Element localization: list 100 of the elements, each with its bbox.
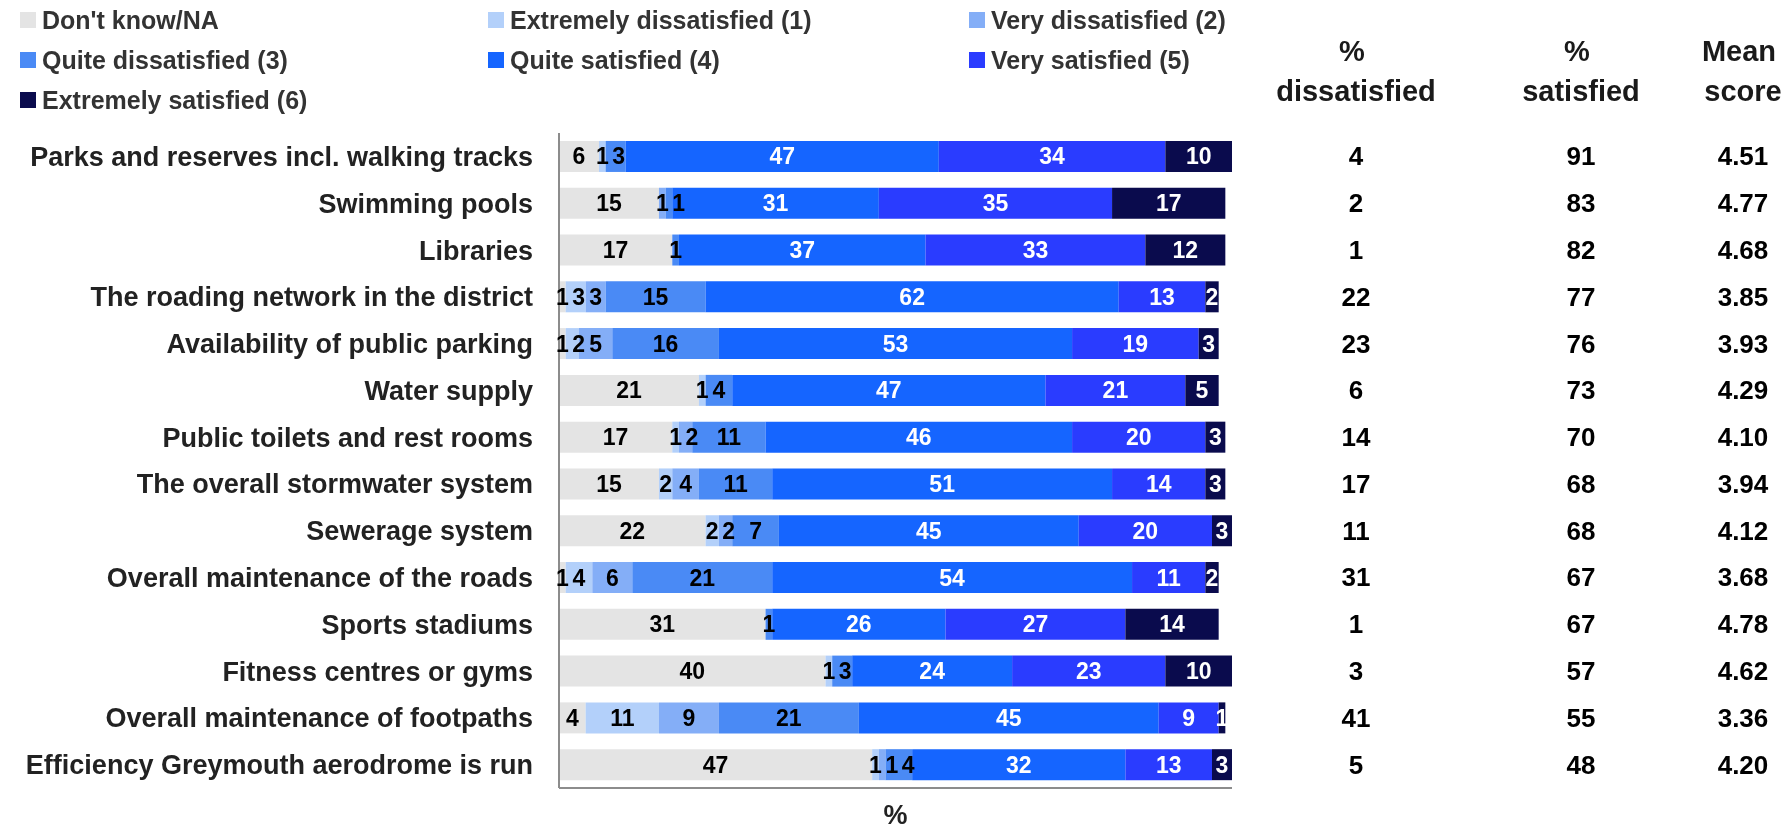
legend-label: Very satisfied (5) bbox=[991, 45, 1190, 75]
text: 4.62 bbox=[1717, 656, 1769, 687]
x-axis-title: % bbox=[883, 800, 908, 828]
data-label: 4 bbox=[901, 751, 915, 778]
bar bbox=[1078, 515, 1213, 547]
y-tick-label: Efficiency Greymouth aerodrome is run bbox=[25, 750, 533, 781]
data-label: 1 bbox=[695, 377, 709, 404]
bar bbox=[559, 608, 766, 640]
text: 3.94 bbox=[1717, 468, 1769, 499]
data-label: 62 bbox=[899, 283, 925, 310]
data-label: 45 bbox=[995, 704, 1022, 731]
bar bbox=[858, 702, 1159, 734]
bar bbox=[732, 374, 1046, 406]
bar bbox=[698, 468, 773, 500]
data-label: 1 bbox=[822, 658, 836, 685]
text: 55 bbox=[1566, 702, 1596, 733]
legend-label: Quite satisfied (4) bbox=[510, 45, 720, 75]
bar bbox=[1045, 374, 1186, 406]
data-label: 2 bbox=[1205, 564, 1219, 591]
bar bbox=[559, 515, 706, 547]
data-label: 3 bbox=[1215, 751, 1229, 778]
text: 23 bbox=[1341, 328, 1371, 359]
data-label: 54 bbox=[939, 564, 966, 591]
bar bbox=[705, 281, 1119, 313]
bar bbox=[1072, 421, 1206, 453]
bar bbox=[718, 702, 859, 734]
data-label: 14 bbox=[1159, 611, 1186, 638]
y-tick-label: Overall maintenance of the roads bbox=[106, 563, 533, 594]
bar bbox=[765, 421, 1073, 453]
data-label: 45 bbox=[916, 517, 942, 544]
bar bbox=[718, 328, 1073, 360]
data-label: 15 bbox=[596, 470, 622, 497]
data-label: 24 bbox=[919, 658, 946, 685]
bar bbox=[1125, 608, 1219, 640]
legend-label: Very dissatisfied (2) bbox=[991, 5, 1226, 35]
data-label: 3 bbox=[1215, 517, 1229, 544]
data-label: 3 bbox=[1202, 330, 1216, 357]
y-tick-label: Water supply bbox=[364, 375, 533, 406]
text: 2 bbox=[1348, 188, 1364, 219]
data-label: 47 bbox=[769, 143, 796, 170]
data-label: 3 bbox=[572, 283, 586, 310]
bar bbox=[938, 140, 1166, 172]
data-label: 4 bbox=[572, 564, 586, 591]
data-label: 6 bbox=[572, 143, 586, 170]
bar bbox=[632, 562, 773, 594]
data-label: 26 bbox=[846, 611, 872, 638]
data-label: 15 bbox=[642, 283, 669, 310]
text: 3.93 bbox=[1717, 328, 1769, 359]
data-label: 1 bbox=[672, 190, 686, 217]
bar bbox=[852, 655, 1013, 687]
y-tick-label: Availability of public parking bbox=[166, 329, 533, 360]
data-label: 17 bbox=[602, 424, 629, 451]
data-label: 1 bbox=[595, 143, 609, 170]
y-tick-label: Swimming pools bbox=[318, 188, 533, 219]
legend-label: Extremely dissatisfied (1) bbox=[510, 5, 812, 35]
text: 4.68 bbox=[1717, 234, 1769, 265]
text: 82 bbox=[1566, 234, 1596, 265]
text: 68 bbox=[1566, 468, 1596, 499]
data-label: 3 bbox=[1208, 424, 1222, 451]
bar bbox=[1145, 234, 1226, 266]
bar bbox=[625, 140, 939, 172]
data-label: 23 bbox=[1075, 658, 1102, 685]
legend-label: Don't know/NA bbox=[42, 5, 219, 35]
y-tick-label: Sewerage system bbox=[306, 516, 533, 547]
text: 22 bbox=[1341, 281, 1371, 312]
data-label: 1 bbox=[555, 283, 569, 310]
data-label: 1 bbox=[655, 190, 669, 217]
bar bbox=[672, 187, 879, 219]
text: 11 bbox=[1342, 515, 1370, 546]
data-label: 31 bbox=[762, 190, 789, 217]
text: 91 bbox=[1566, 141, 1596, 172]
data-label: 53 bbox=[882, 330, 909, 357]
data-label: 9 bbox=[682, 704, 696, 731]
data-label: 14 bbox=[1145, 470, 1172, 497]
data-label: 27 bbox=[1022, 611, 1049, 638]
legend-label: Extremely satisfied (6) bbox=[42, 85, 308, 115]
text: 4.20 bbox=[1717, 749, 1769, 780]
text: 3 bbox=[1348, 656, 1364, 687]
bar bbox=[1072, 328, 1199, 360]
text: 3.36 bbox=[1717, 702, 1769, 733]
bar bbox=[559, 187, 659, 219]
text: 77 bbox=[1566, 281, 1596, 312]
text: 68 bbox=[1566, 515, 1596, 546]
text: 4.12 bbox=[1717, 515, 1769, 546]
text: 76 bbox=[1566, 328, 1596, 359]
y-tick-label: Libraries bbox=[418, 235, 533, 266]
data-label: 2 bbox=[572, 330, 586, 357]
data-label: 1 bbox=[669, 424, 683, 451]
data-label: 6 bbox=[605, 564, 619, 591]
bar bbox=[605, 281, 706, 313]
text: 57 bbox=[1566, 656, 1596, 687]
text: 31 bbox=[1341, 562, 1371, 593]
bar bbox=[878, 187, 1113, 219]
data-label: 17 bbox=[1155, 190, 1182, 217]
data-label: 11 bbox=[716, 424, 742, 451]
y-tick-label: Overall maintenance of footpaths bbox=[105, 703, 533, 734]
text: 4.77 bbox=[1717, 188, 1769, 219]
text: 4.51 bbox=[1717, 141, 1769, 172]
bar bbox=[1012, 655, 1166, 687]
bar bbox=[559, 468, 659, 500]
